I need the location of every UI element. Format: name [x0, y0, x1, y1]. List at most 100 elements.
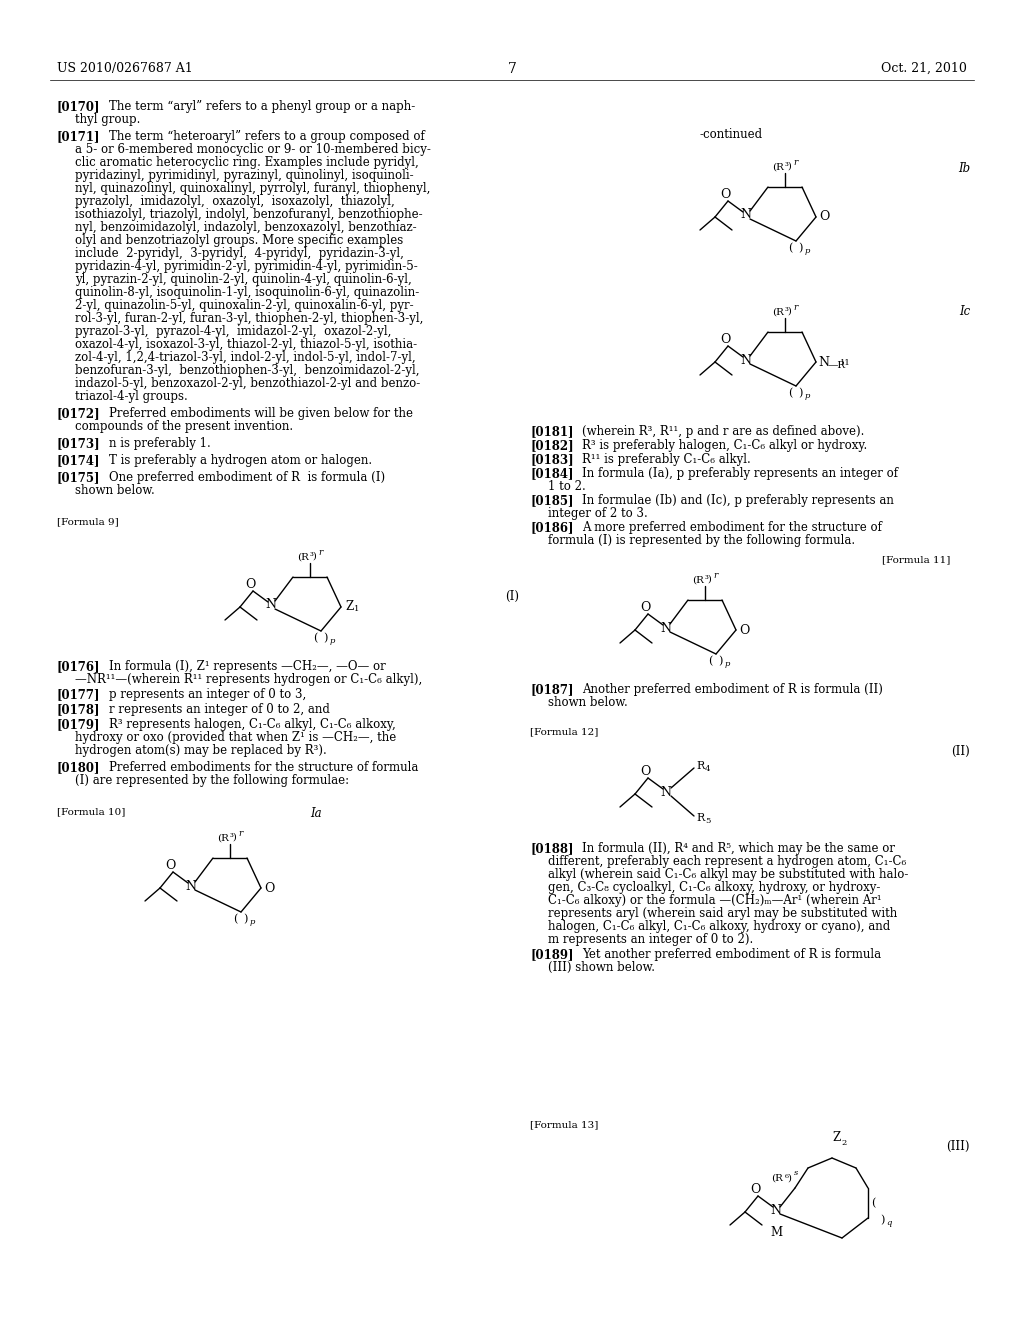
Text: Preferred embodiments for the structure of formula: Preferred embodiments for the structure … [109, 762, 419, 774]
Text: —NR¹¹—(wherein R¹¹ represents hydrogen or C₁-C₆ alkyl),: —NR¹¹—(wherein R¹¹ represents hydrogen o… [75, 673, 422, 686]
Text: One preferred embodiment of R  is formula (I): One preferred embodiment of R is formula… [109, 471, 385, 484]
Text: O: O [640, 766, 650, 777]
Text: (I): (I) [505, 590, 519, 603]
Text: N: N [660, 785, 672, 799]
Text: [0183]: [0183] [530, 453, 573, 466]
Text: olyl and benzotriazolyl groups. More specific examples: olyl and benzotriazolyl groups. More spe… [75, 234, 403, 247]
Text: pyrazolyl,  imidazolyl,  oxazolyl,  isoxazolyl,  thiazolyl,: pyrazolyl, imidazolyl, oxazolyl, isoxazo… [75, 195, 394, 209]
Text: p: p [330, 638, 336, 645]
Text: (R: (R [217, 834, 229, 843]
Text: [0186]: [0186] [530, 521, 573, 535]
Text: gen, C₃-C₈ cycloalkyl, C₁-C₆ alkoxy, hydroxy, or hydroxy-: gen, C₃-C₈ cycloalkyl, C₁-C₆ alkoxy, hyd… [548, 880, 881, 894]
Text: In formula (I), Z¹ represents —CH₂—, —O— or: In formula (I), Z¹ represents —CH₂—, —O—… [109, 660, 386, 673]
Text: (R: (R [772, 308, 784, 317]
Text: O: O [264, 882, 274, 895]
Text: rol-3-yl, furan-2-yl, furan-3-yl, thiophen-2-yl, thiophen-3-yl,: rol-3-yl, furan-2-yl, furan-3-yl, thioph… [75, 312, 423, 325]
Text: -continued: -continued [700, 128, 763, 141]
Text: [0185]: [0185] [530, 494, 573, 507]
Text: [0176]: [0176] [57, 660, 100, 673]
Text: [Formula 13]: [Formula 13] [530, 1119, 598, 1129]
Text: 2: 2 [841, 1139, 846, 1147]
Text: ³): ³) [785, 308, 793, 315]
Text: n is preferably 1.: n is preferably 1. [109, 437, 211, 450]
Text: N: N [265, 598, 276, 611]
Text: N: N [660, 622, 672, 635]
Text: Ib: Ib [957, 162, 970, 176]
Text: (III) shown below.: (III) shown below. [548, 961, 655, 974]
Text: In formula (II), R⁴ and R⁵, which may be the same or: In formula (II), R⁴ and R⁵, which may be… [582, 842, 895, 855]
Text: [Formula 11]: [Formula 11] [882, 554, 950, 564]
Text: 2-yl, quinazolin-5-yl, quinoxalin-2-yl, quinoxalin-6-yl, pyr-: 2-yl, quinazolin-5-yl, quinoxalin-2-yl, … [75, 300, 414, 312]
Text: pyrazol-3-yl,  pyrazol-4-yl,  imidazol-2-yl,  oxazol-2-yl,: pyrazol-3-yl, pyrazol-4-yl, imidazol-2-y… [75, 325, 391, 338]
Text: r: r [318, 548, 323, 557]
Text: (: ( [708, 656, 712, 667]
Text: [0178]: [0178] [57, 704, 100, 715]
Text: [0175]: [0175] [57, 471, 100, 484]
Text: [0179]: [0179] [57, 718, 100, 731]
Text: Oct. 21, 2010: Oct. 21, 2010 [881, 62, 967, 75]
Text: Yet another preferred embodiment of R is formula: Yet another preferred embodiment of R is… [582, 948, 881, 961]
Text: O: O [750, 1183, 760, 1196]
Text: (: ( [787, 243, 793, 253]
Text: alkyl (wherein said C₁-C₆ alkyl may be substituted with halo-: alkyl (wherein said C₁-C₆ alkyl may be s… [548, 869, 908, 880]
Text: [Formula 9]: [Formula 9] [57, 517, 119, 525]
Text: [0173]: [0173] [57, 437, 100, 450]
Text: (III): (III) [946, 1140, 970, 1152]
Text: ): ) [880, 1214, 885, 1225]
Text: O: O [739, 623, 750, 636]
Text: (: ( [871, 1197, 876, 1208]
Text: Z: Z [831, 1131, 841, 1144]
Text: thyl group.: thyl group. [75, 114, 140, 125]
Text: compounds of the present invention.: compounds of the present invention. [75, 420, 293, 433]
Text: O: O [640, 601, 650, 614]
Text: In formula (Ia), p preferably represents an integer of: In formula (Ia), p preferably represents… [582, 467, 898, 480]
Text: [0189]: [0189] [530, 948, 573, 961]
Text: indazol-5-yl, benzoxazol-2-yl, benzothiazol-2-yl and benzo-: indazol-5-yl, benzoxazol-2-yl, benzothia… [75, 378, 420, 389]
Text: formula (I) is represented by the following formula.: formula (I) is represented by the follow… [548, 535, 855, 546]
Text: [0187]: [0187] [530, 682, 573, 696]
Text: C₁-C₆ alkoxy) or the formula —(CH₂)ₘ—Ar¹ (wherein Ar¹: C₁-C₆ alkoxy) or the formula —(CH₂)ₘ—Ar¹… [548, 894, 882, 907]
Text: ): ) [798, 243, 802, 253]
Text: (wherein R³, R¹¹, p and r are as defined above).: (wherein R³, R¹¹, p and r are as defined… [582, 425, 864, 438]
Text: hydroxy or oxo (provided that when Z¹ is —CH₂—, the: hydroxy or oxo (provided that when Z¹ is… [75, 731, 396, 744]
Text: O: O [720, 187, 730, 201]
Text: (R: (R [771, 1173, 783, 1183]
Text: triazol-4-yl groups.: triazol-4-yl groups. [75, 389, 187, 403]
Text: R: R [696, 762, 705, 771]
Text: The term “heteroaryl” refers to a group composed of: The term “heteroaryl” refers to a group … [109, 129, 425, 143]
Text: p: p [805, 247, 810, 255]
Text: [0172]: [0172] [57, 407, 100, 420]
Text: [0174]: [0174] [57, 454, 100, 467]
Text: US 2010/0267687 A1: US 2010/0267687 A1 [57, 62, 193, 75]
Text: shown below.: shown below. [75, 484, 155, 498]
Text: nyl, quinazolinyl, quinoxalinyl, pyrrolyl, furanyl, thiophenyl,: nyl, quinazolinyl, quinoxalinyl, pyrroly… [75, 182, 430, 195]
Text: ⁶): ⁶) [785, 1173, 793, 1183]
Text: [0180]: [0180] [57, 762, 100, 774]
Text: Z: Z [345, 601, 353, 614]
Text: ³): ³) [310, 552, 317, 561]
Text: R¹¹ is preferably C₁-C₆ alkyl.: R¹¹ is preferably C₁-C₆ alkyl. [582, 453, 751, 466]
Text: nyl, benzoimidazolyl, indazolyl, benzoxazolyl, benzothiaz-: nyl, benzoimidazolyl, indazolyl, benzoxa… [75, 220, 417, 234]
Text: [0182]: [0182] [530, 440, 573, 451]
Text: N: N [740, 354, 752, 367]
Text: (R: (R [297, 553, 309, 562]
Text: [Formula 12]: [Formula 12] [530, 727, 598, 737]
Text: Preferred embodiments will be given below for the: Preferred embodiments will be given belo… [109, 407, 413, 420]
Text: Ic: Ic [958, 305, 970, 318]
Text: Another preferred embodiment of R is formula (II): Another preferred embodiment of R is for… [582, 682, 883, 696]
Text: zol-4-yl, 1,2,4-triazol-3-yl, indol-2-yl, indol-5-yl, indol-7-yl,: zol-4-yl, 1,2,4-triazol-3-yl, indol-2-yl… [75, 351, 416, 364]
Text: ³): ³) [705, 576, 713, 583]
Text: M: M [770, 1226, 782, 1239]
Text: (I) are represented by the following formulae:: (I) are represented by the following for… [75, 774, 349, 787]
Text: [0177]: [0177] [57, 688, 100, 701]
Text: (: ( [232, 913, 238, 924]
Text: hydrogen atom(s) may be replaced by R³).: hydrogen atom(s) may be replaced by R³). [75, 744, 327, 756]
Text: pyridazinyl, pyrimidinyl, pyrazinyl, quinolinyl, isoquinoli-: pyridazinyl, pyrimidinyl, pyrazinyl, qui… [75, 169, 414, 182]
Text: [0188]: [0188] [530, 842, 573, 855]
Text: A more preferred embodiment for the structure of: A more preferred embodiment for the stru… [582, 521, 882, 535]
Text: ³): ³) [785, 162, 793, 172]
Text: 4: 4 [705, 766, 711, 774]
Text: pyridazin-4-yl, pyrimidin-2-yl, pyrimidin-4-yl, pyrimidin-5-: pyridazin-4-yl, pyrimidin-2-yl, pyrimidi… [75, 260, 418, 273]
Text: N: N [770, 1204, 781, 1217]
Text: 5: 5 [705, 817, 711, 825]
